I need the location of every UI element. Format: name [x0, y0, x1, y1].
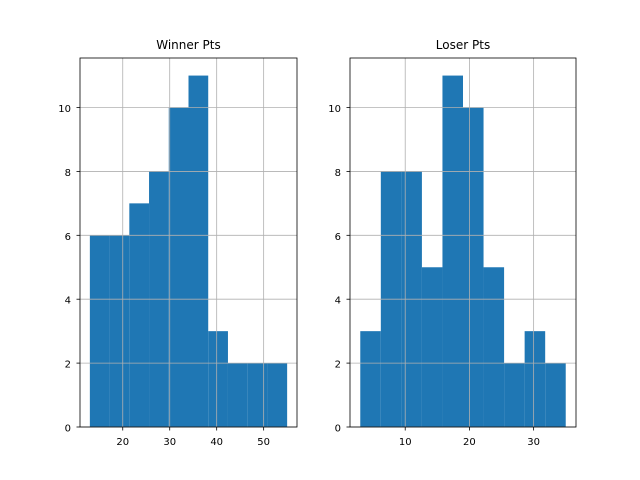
- histogram-bar: [247, 363, 268, 427]
- histogram-bar: [89, 235, 110, 427]
- histogram-bar: [421, 267, 443, 427]
- y-tick-label: 6: [335, 232, 341, 243]
- y-tick-label: 10: [58, 104, 71, 115]
- histogram-bar: [504, 363, 525, 427]
- chart-title: Loser Pts: [436, 38, 490, 52]
- histogram-bar: [168, 107, 189, 428]
- y-tick-label: 0: [65, 424, 71, 435]
- y-tick-label: 8: [65, 168, 71, 179]
- loser-pts-histogram: Loser Pts 10 20 30 0 2 4 6 8 10: [328, 38, 577, 448]
- x-tick-label: 30: [163, 437, 176, 448]
- winner-pts-histogram: Winner Pts 20 30 40 50 0 2 4 6 8 10: [58, 38, 298, 448]
- axes-frame: [79, 57, 298, 428]
- ticks: 20 30 40 50 0 2 4 6 8 10: [58, 104, 270, 448]
- y-tick-label: 2: [335, 360, 341, 371]
- x-tick-label: 20: [116, 437, 129, 448]
- y-tick-label: 6: [65, 232, 71, 243]
- chart-title: Winner Pts: [156, 38, 220, 52]
- bars: [360, 75, 566, 428]
- x-tick-label: 40: [210, 437, 223, 448]
- y-tick-label: 4: [335, 296, 341, 307]
- histogram-bar: [227, 363, 248, 427]
- x-tick-label: 30: [527, 437, 540, 448]
- y-tick-label: 10: [328, 104, 341, 115]
- y-tick-label: 0: [335, 424, 341, 435]
- histogram-bar: [109, 235, 130, 427]
- histogram-bar: [129, 203, 150, 427]
- gridlines: [80, 58, 297, 428]
- y-tick-label: 8: [335, 168, 341, 179]
- histogram-bar: [524, 331, 546, 427]
- x-tick-label: 20: [463, 437, 476, 448]
- ticks: 10 20 30 0 2 4 6 8 10: [328, 104, 540, 448]
- y-tick-label: 2: [65, 360, 71, 371]
- histogram-bar: [188, 75, 209, 428]
- histogram-bar: [442, 75, 463, 428]
- histogram-bar: [545, 363, 566, 427]
- histogram-bar: [360, 331, 381, 427]
- x-tick-label: 50: [257, 437, 270, 448]
- histogram-bar: [463, 107, 484, 428]
- y-tick-label: 4: [65, 296, 71, 307]
- bars: [89, 75, 288, 428]
- histogram-bar: [267, 363, 288, 427]
- histogram-bar: [483, 267, 505, 427]
- x-tick-label: 10: [399, 437, 412, 448]
- histogram-bar: [208, 331, 228, 427]
- axes-frame: [349, 57, 577, 428]
